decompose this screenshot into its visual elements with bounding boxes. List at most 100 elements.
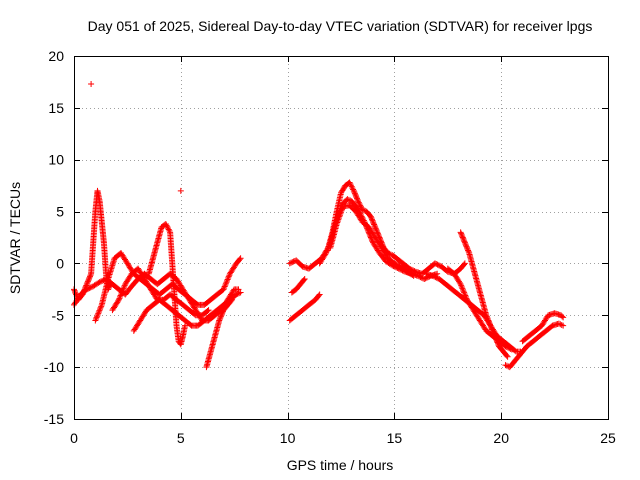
data-point — [508, 346, 515, 353]
data-point — [85, 277, 92, 284]
data-point — [97, 306, 104, 313]
data-point — [560, 322, 567, 329]
data-point — [465, 248, 472, 255]
data-point — [336, 213, 343, 220]
data-point — [484, 314, 491, 321]
data-point — [356, 200, 363, 207]
data-point — [177, 187, 184, 194]
data-point — [217, 313, 224, 320]
data-point — [374, 230, 381, 237]
data-point — [237, 289, 244, 296]
data-point — [220, 286, 227, 293]
data-point — [164, 223, 171, 230]
data-point — [119, 286, 126, 293]
data-point — [94, 311, 101, 318]
data-point — [459, 286, 466, 293]
data-point — [120, 285, 127, 292]
data-point — [557, 321, 564, 328]
data-point — [462, 240, 469, 247]
data-point — [348, 183, 355, 190]
data-point — [371, 222, 378, 229]
data-point — [486, 320, 493, 327]
data-point — [225, 275, 232, 282]
data-point — [494, 340, 501, 347]
data-point — [166, 227, 173, 234]
data-point — [347, 180, 354, 187]
data-point — [222, 282, 229, 289]
data-point — [435, 262, 442, 269]
data-point — [165, 226, 172, 233]
data-point — [459, 234, 466, 241]
data-point — [72, 288, 79, 295]
data-point — [339, 206, 346, 213]
data-point — [462, 293, 469, 300]
data-point — [418, 274, 425, 281]
data-point — [372, 225, 379, 232]
y-tick-label: -10 — [44, 359, 64, 375]
data-point — [373, 226, 380, 233]
data-point — [487, 322, 494, 329]
data-point — [373, 228, 380, 235]
data-point — [351, 189, 358, 196]
data-point — [461, 260, 468, 267]
data-point — [462, 242, 469, 249]
data-point — [221, 283, 228, 290]
data-point — [459, 233, 466, 240]
data-point — [490, 330, 497, 337]
data-point — [95, 310, 102, 317]
data-point — [369, 217, 376, 224]
data-point — [555, 320, 562, 327]
data-point — [350, 186, 357, 193]
data-point — [121, 282, 128, 289]
data-point — [226, 272, 233, 279]
data-point — [219, 309, 226, 316]
data-point — [338, 209, 344, 216]
data-point — [286, 260, 293, 267]
x-tick-label: 25 — [600, 430, 616, 446]
data-point — [323, 248, 330, 255]
data-point — [417, 274, 424, 281]
data-point — [503, 352, 510, 359]
data-point — [431, 260, 438, 267]
data-point — [338, 207, 345, 214]
data-point — [289, 259, 296, 266]
data-point — [334, 218, 341, 225]
data-point — [461, 289, 468, 296]
data-point — [485, 318, 492, 325]
data-point — [490, 329, 497, 336]
data-point — [460, 237, 467, 244]
data-point — [369, 238, 376, 245]
data-point — [86, 274, 93, 281]
data-point — [367, 213, 374, 220]
data-point — [216, 316, 223, 323]
data-point — [217, 314, 224, 321]
data-point — [335, 216, 342, 223]
data-point — [458, 282, 465, 289]
x-tick-label: 20 — [493, 430, 509, 446]
data-point — [506, 345, 513, 352]
data-point — [204, 307, 211, 314]
data-point — [559, 313, 566, 320]
data-point — [558, 321, 565, 328]
data-point — [395, 262, 402, 269]
data-point — [322, 251, 329, 258]
data-point — [429, 272, 436, 279]
data-point — [98, 303, 105, 310]
data-point — [456, 279, 463, 286]
data-point — [117, 292, 124, 299]
data-point — [352, 193, 359, 200]
y-tick-label: 20 — [48, 48, 64, 64]
data-point — [316, 291, 323, 298]
data-point — [237, 255, 244, 262]
data-point — [88, 283, 95, 290]
data-point — [94, 313, 101, 320]
data-point — [505, 344, 512, 351]
data-point — [324, 246, 331, 253]
data-point — [162, 221, 169, 228]
data-point — [223, 279, 230, 286]
data-point — [96, 307, 103, 314]
data-point — [416, 273, 423, 280]
data-point — [422, 275, 429, 282]
data-point — [370, 218, 377, 225]
